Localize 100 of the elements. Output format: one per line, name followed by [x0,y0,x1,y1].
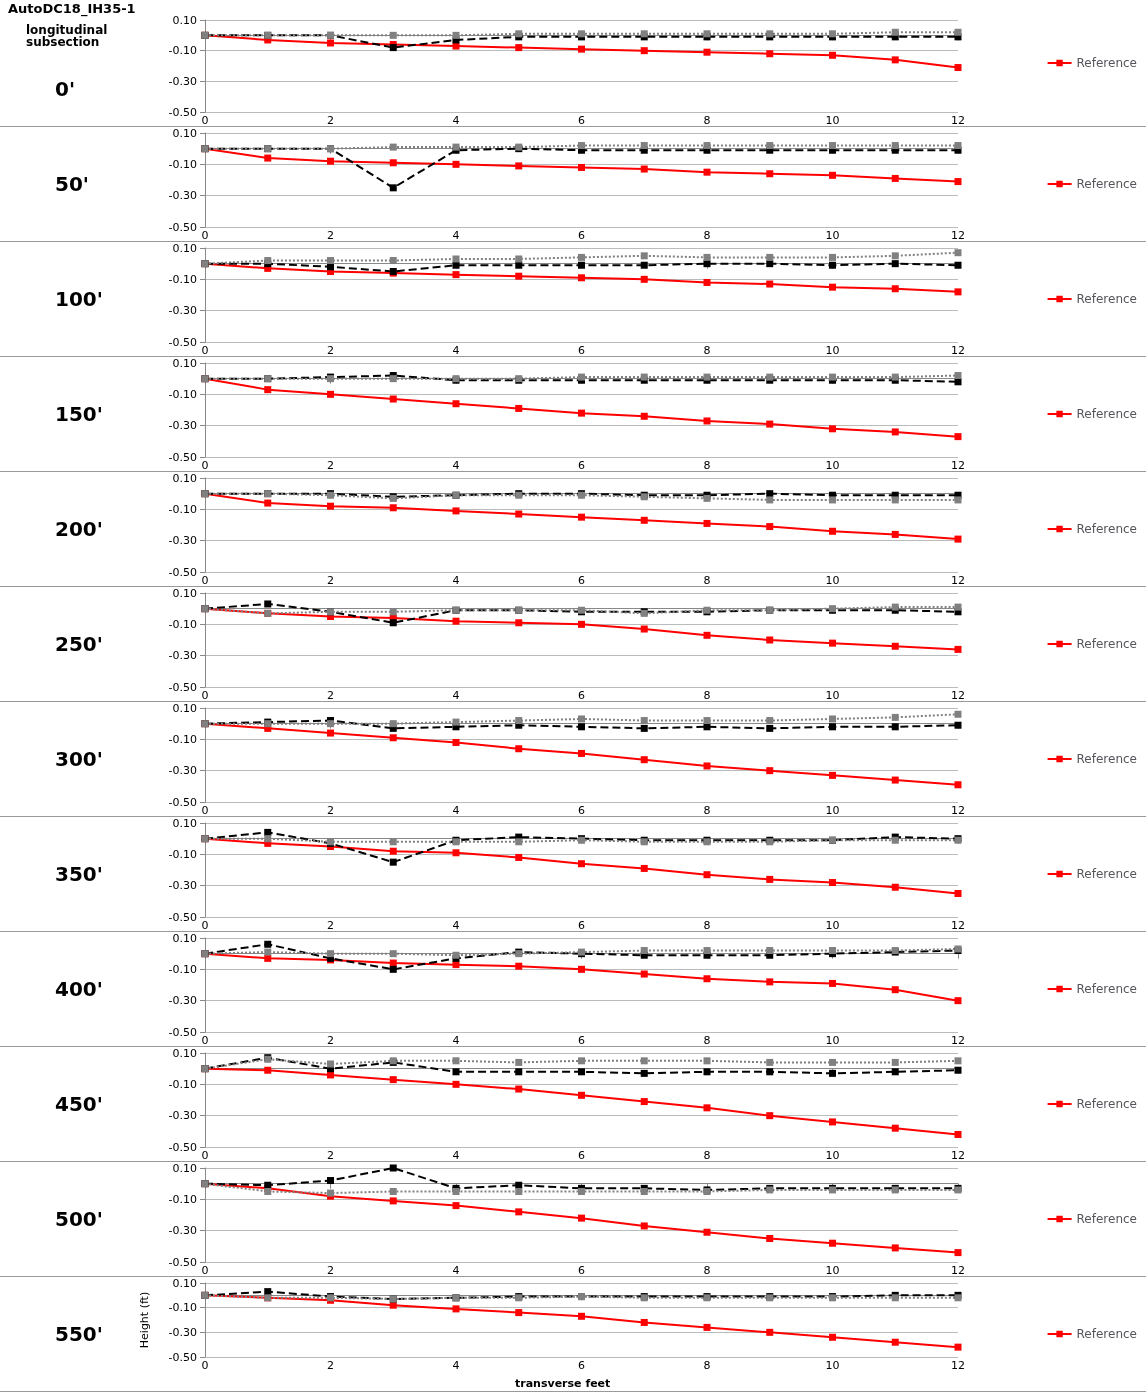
y-tick-label: 0.10 [172,241,197,255]
point [640,1098,648,1106]
point [954,496,962,504]
x-tick-label: 0 [201,919,209,932]
point [389,184,397,192]
point [954,1249,962,1257]
point [389,950,397,958]
text: 500' [55,1207,103,1231]
text: 250' [55,632,103,656]
point [640,275,648,283]
point [703,519,711,527]
point [389,838,397,846]
x-tick-label: 8 [703,114,711,127]
point [829,879,836,887]
point [766,978,774,986]
x-tick-label: 12 [951,229,965,242]
x-tick-label: 6 [578,459,585,472]
point [327,257,334,265]
text: 50' [55,172,89,196]
x-tick-label: 12 [951,574,965,587]
point [954,433,962,441]
legend-label: Reference [1076,982,1138,996]
x-tick-label: 10 [825,229,840,242]
point [954,28,962,36]
point [703,717,711,725]
y-tick-label: -0.10 [168,847,197,861]
y-tick-label: -0.10 [168,962,197,976]
x-tick-label: 8 [703,1034,711,1047]
text: 0' [55,76,76,101]
point [452,255,460,263]
x-tick-label: 0 [201,1149,209,1162]
y-tick-label: -0.30 [168,534,197,548]
point [389,847,397,855]
x-tick-label: 0 [201,344,209,357]
y-tick-label: -0.50 [168,1255,197,1269]
point [452,1068,460,1076]
x-tick-label: 4 [452,1359,460,1372]
point [891,1338,899,1346]
point [703,1057,711,1065]
point [766,523,774,531]
point [766,724,774,732]
x-tick-label: 2 [327,574,334,587]
point [954,372,962,380]
point [891,252,899,260]
point [640,1318,648,1326]
text: longitudinal subsection [26,23,112,49]
y-tick-label: 0.10 [172,1161,197,1175]
y-tick-label: -0.30 [168,74,197,88]
y-tick-label: 0.10 [172,126,197,140]
x-tick-label: 10 [825,1149,840,1162]
point [954,249,962,257]
x-tick-label: 10 [825,689,840,702]
y-tick-label: -0.30 [168,879,197,893]
point [389,504,397,512]
x-tick-label: 12 [951,1149,965,1162]
x-tick-label: 12 [951,114,965,127]
y-tick-label: -0.50 [168,1025,197,1039]
y-tick-label: 0.10 [172,701,197,715]
point [829,171,836,179]
point [640,516,648,524]
point [766,1235,774,1242]
x-tick-label: 2 [327,1264,334,1277]
point [389,257,397,265]
y-tick-label: -0.10 [168,157,197,171]
point [578,965,585,973]
point [891,723,899,731]
x-tick-label: 2 [327,114,334,127]
y-tick-label: -0.30 [168,304,197,318]
text: 400' [55,977,103,1001]
legend-label: Reference [1076,752,1138,766]
point [515,962,523,970]
point [515,255,523,263]
x-tick-label: 6 [578,229,585,242]
x-tick-label: 8 [703,919,711,932]
x-tick-label: 8 [703,1359,711,1372]
x-tick-label: 4 [452,1264,460,1277]
point [891,1124,899,1132]
point [452,42,460,50]
y-tick-label: 0.10 [172,356,197,370]
x-tick-label: 6 [578,114,585,127]
point [578,620,585,628]
y-tick-label: -0.30 [168,1109,197,1123]
point [578,513,585,521]
point [829,715,836,723]
point [640,412,648,420]
x-tick-label: 6 [578,1149,585,1162]
x-tick-label: 0 [201,689,209,702]
y-tick-label: -0.50 [168,1350,197,1364]
point [515,1058,523,1066]
x-tick-label: 0 [201,574,209,587]
text: 350' [55,862,103,886]
point [829,425,836,433]
x-tick-label: 10 [825,804,840,817]
point [515,272,523,280]
point [264,386,272,394]
point [954,645,962,653]
point [264,600,272,608]
point [954,781,962,789]
point [640,165,648,173]
point [327,1060,334,1068]
